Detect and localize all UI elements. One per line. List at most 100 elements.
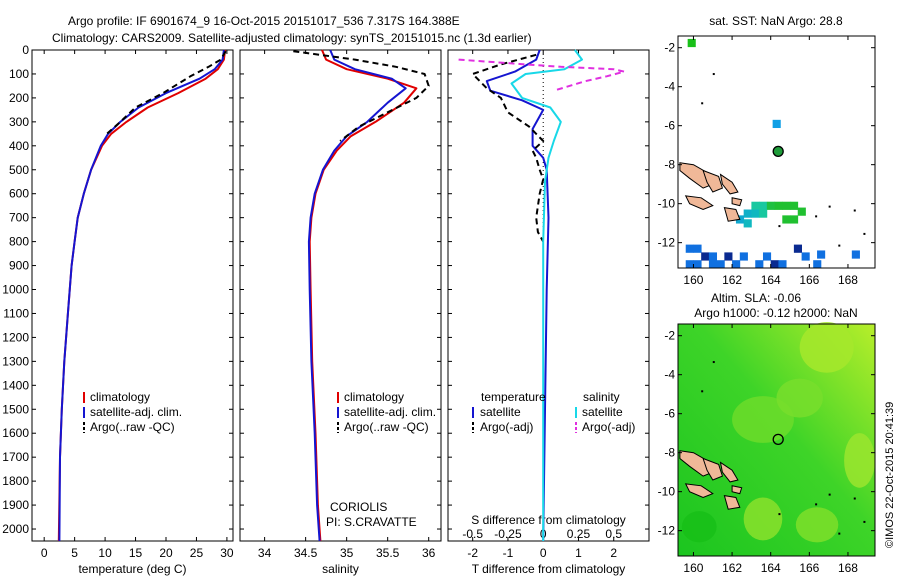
legend-label: Argo(..raw -QC) <box>90 420 175 434</box>
series-line-0 <box>485 49 550 542</box>
legend-label: Argo(..raw -QC) <box>344 420 429 434</box>
sst-pixel <box>801 252 810 261</box>
map-frame <box>677 323 876 557</box>
y-tick-label: -8 <box>664 446 675 460</box>
islet-mark <box>778 513 781 516</box>
sst-pixel <box>708 260 718 269</box>
x-tick-label: 166 <box>799 561 819 575</box>
y-tick-label: -2 <box>664 41 675 55</box>
y-tick-label: -6 <box>664 407 675 421</box>
x-tick-label: 160 <box>683 273 703 287</box>
x-axis-label: temperature (deg C) <box>78 562 186 576</box>
island-shape <box>723 206 741 222</box>
y-tick-label: 1700 <box>2 450 29 464</box>
x-axis-label-top: S difference from climatology <box>471 513 626 527</box>
sst-pixel <box>778 260 787 269</box>
series-line-2 <box>293 50 430 142</box>
annotation-pi: PI: S.CRAVATTE <box>326 515 417 529</box>
sst-pixel <box>762 252 772 261</box>
islet-mark <box>853 497 856 500</box>
y-tick-label: -10 <box>658 197 676 211</box>
x-tick-label: -2 <box>467 546 478 560</box>
map-title: Altim. SLA: -0.06 <box>711 291 801 305</box>
y-tick-label: 1400 <box>2 378 29 392</box>
islet-mark <box>712 73 715 76</box>
sst-pixel <box>732 260 741 269</box>
figure-title-line2: Climatology: CARS2009. Satellite-adjuste… <box>52 31 532 45</box>
map-frame <box>677 35 876 269</box>
sst-pixel <box>739 252 748 261</box>
y-tick-label: 1600 <box>2 426 29 440</box>
y-tick-label: 0 <box>22 43 29 57</box>
x-tick-label: -1 <box>503 546 514 560</box>
map-title: sat. SST: NaN Argo: 28.8 <box>709 14 843 28</box>
x-tick-label: 5 <box>71 546 78 560</box>
x-tick-label-secondary: -0.5 <box>462 527 483 541</box>
y-tick-label: 600 <box>9 187 29 201</box>
plot-frame <box>31 49 234 542</box>
x-tick-label: 34.5 <box>294 546 318 560</box>
series-line-1 <box>307 49 407 542</box>
island-shape <box>684 195 714 211</box>
map-subtitle: Argo h1000: -0.12 h2000: NaN <box>694 306 857 320</box>
salinity-panel: 34 34.5 35 35.5 36 salinity climatologysatelli… <box>239 49 442 576</box>
x-tick-label-secondary: 0.5 <box>605 527 622 541</box>
y-tick-label: -10 <box>658 485 676 499</box>
sst-pixel <box>790 215 799 224</box>
y-tick-label: -8 <box>664 158 675 172</box>
x-tick-label: 164 <box>761 273 781 287</box>
y-tick-label: 1100 <box>3 306 29 320</box>
x-tick-label: 160 <box>683 561 703 575</box>
series-line-2 <box>510 49 583 541</box>
island-shape <box>731 197 743 207</box>
sst-pixel <box>817 250 826 259</box>
sst-pixel <box>851 250 860 259</box>
x-tick-label: 164 <box>761 561 781 575</box>
islet-mark <box>701 390 704 393</box>
series-line-1 <box>471 53 545 243</box>
x-tick-label: 35.5 <box>376 546 400 560</box>
y-tick-label: 1200 <box>2 330 29 344</box>
legend-label: satellite <box>480 405 521 419</box>
y-tick-label: -4 <box>664 368 675 382</box>
sst-pixel <box>782 201 791 210</box>
sst-pixel <box>755 260 764 269</box>
sst-pixel <box>793 244 802 253</box>
sst-pixel <box>724 252 733 261</box>
x-tick-label: 35 <box>340 546 354 560</box>
x-tick-label: 166 <box>799 273 819 287</box>
y-tick-label: 200 <box>9 91 29 105</box>
legend-label: climatology <box>90 390 150 404</box>
y-tick-label: -2 <box>664 329 675 343</box>
y-tick-label: 1300 <box>2 354 29 368</box>
y-tick-label: 500 <box>9 163 29 177</box>
legend-label: Argo(-adj) <box>582 420 635 434</box>
x-tick-label: 0 <box>41 546 48 560</box>
sla-blob <box>681 511 717 543</box>
x-tick-label: 36 <box>422 546 436 560</box>
sst-pixel <box>701 252 710 261</box>
x-axis-label: salinity <box>322 562 359 576</box>
legend-label: satellite-adj. clim. <box>344 405 436 419</box>
sst-pixel <box>685 260 694 269</box>
sst-pixel <box>782 215 791 224</box>
y-tick-label: -6 <box>664 119 675 133</box>
y-tick-label: 2000 <box>2 522 29 536</box>
y-tick-label: -12 <box>658 524 676 538</box>
island-shape <box>702 169 724 193</box>
x-tick-label: 162 <box>722 561 742 575</box>
x-tick-label: 10 <box>98 546 112 560</box>
y-tick-label: -4 <box>664 80 675 94</box>
series-line-3 <box>458 58 626 92</box>
x-tick-label: 168 <box>838 561 858 575</box>
y-tick-label: 1500 <box>2 402 29 416</box>
sst-pixel <box>790 201 799 210</box>
sla-blob <box>732 396 794 443</box>
sst-pixel <box>774 201 783 210</box>
plot-frame <box>447 49 650 542</box>
y-tick-label: 400 <box>9 139 29 153</box>
sst-pixel <box>770 260 779 269</box>
x-tick-label: 1 <box>575 546 582 560</box>
argo-position-marker <box>772 433 784 446</box>
